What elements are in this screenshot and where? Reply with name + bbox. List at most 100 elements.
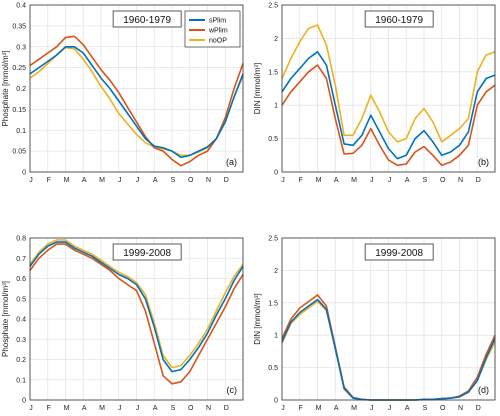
y-tick-label: 0.15 [12,107,26,114]
y-tick-label: 0.25 [12,65,26,72]
x-tick-label: N [458,177,463,184]
x-tick-label: J [370,405,374,412]
axes-frame [281,237,496,401]
panel-label: (c) [227,385,238,395]
series-line-wPlim [29,243,244,385]
x-tick-label: M [64,177,70,184]
axes-frame [29,237,244,401]
x-tick-label: A [153,177,158,184]
x-tick-label: S [171,405,176,412]
y-tick-label: 0.2 [16,86,26,93]
panel-label: (d) [478,385,489,395]
x-tick-label: S [423,177,428,184]
y-tick-label: 0.5 [16,296,26,303]
x-tick-label: M [351,405,357,412]
y-tick-label: 0 [22,170,26,177]
period-title: 1999-2008 [375,248,423,259]
y-tick-label: 1.5 [268,300,278,307]
x-tick-label: M [351,177,357,184]
chart-panel-d: 0 0.5 1 1.5 2 2.5 J F M A M J J A S O N D DIN [mmol/m³] 199… [253,236,496,412]
y-tick-label: 0.1 [16,128,26,135]
y-tick-label: 0.2 [16,357,26,364]
y-tick-label: 0.3 [16,337,26,344]
legend-label: wPlim [208,28,228,35]
y-tick-label: 0.5 [268,365,278,372]
y-tick-label: 0.8 [16,236,26,243]
series-line-sPlim [29,45,244,159]
x-tick-label: F [47,177,51,184]
y-tick-label: 0.4 [16,3,26,10]
x-tick-label: O [440,405,446,412]
y-tick-label: 0.5 [268,136,278,143]
x-tick-label: J [118,405,122,412]
period-box [364,243,434,261]
series-line-wPlim [29,35,244,167]
x-tick-label: M [316,177,322,184]
x-tick-label: M [64,405,70,412]
series-line-noOP [281,24,496,143]
y-tick-label: 2.5 [268,236,278,243]
x-tick-label: J [281,177,285,184]
y-axis-label: Phosphate [mmol/m³] [1,50,10,126]
series-line-sPlim [281,50,496,160]
x-tick-label: J [29,177,33,184]
y-tick-label: 0 [22,398,26,405]
x-tick-label: M [99,405,105,412]
y-axis-label: Phosphate [mmol/m³] [1,281,10,357]
x-tick-label: A [334,405,339,412]
legend: sPlim wPlim noOP [184,10,241,48]
x-tick-label: J [29,405,33,412]
x-tick-label: D [476,405,481,412]
x-tick-label: A [153,405,158,412]
x-tick-label: A [405,177,410,184]
y-tick-label: 2 [274,36,278,43]
panel-label: (b) [478,157,489,167]
legend-label: noOP [209,38,227,45]
x-tick-label: J [388,177,392,184]
axes-frame [281,4,496,173]
axes-frame [29,4,244,173]
x-tick-label: S [423,405,428,412]
legend-label: sPlim [209,18,226,25]
y-tick-label: 0.6 [16,276,26,283]
y-tick-label: 1 [274,333,278,340]
x-tick-label: D [224,405,229,412]
x-tick-label: N [206,177,211,184]
x-tick-label: J [136,405,140,412]
y-tick-label: 0 [274,398,278,405]
x-tick-label: F [299,405,303,412]
x-tick-label: J [281,405,285,412]
panel-label: (a) [226,157,237,167]
x-tick-label: J [118,177,122,184]
y-tick-label: 0.35 [12,23,26,30]
x-tick-label: O [188,177,194,184]
x-tick-label: J [388,405,392,412]
period-title: 1999-2008 [123,248,171,259]
x-tick-label: N [206,405,211,412]
x-tick-label: J [370,177,374,184]
y-tick-label: 0.05 [12,149,26,156]
x-tick-label: O [188,405,194,412]
period-box [112,243,182,261]
period-box [112,10,182,28]
series-line-wPlim [281,64,496,167]
x-tick-label: M [99,177,105,184]
x-tick-label: A [405,405,410,412]
x-tick-label: F [47,405,51,412]
y-tick-label: 0.7 [16,256,26,263]
x-tick-label: D [476,177,481,184]
series-line-noOP [29,239,244,369]
y-tick-label: 0.3 [16,44,26,51]
y-tick-label: 0 [274,170,278,177]
x-tick-label: A [334,177,339,184]
y-tick-label: 1 [274,103,278,110]
y-tick-label: 0.4 [16,317,26,324]
x-tick-label: N [458,405,463,412]
x-tick-label: S [171,177,176,184]
period-box [364,10,434,28]
x-tick-label: O [440,177,446,184]
y-tick-label: 2 [274,268,278,275]
x-tick-label: M [316,405,322,412]
y-tick-label: 2.5 [268,3,278,10]
